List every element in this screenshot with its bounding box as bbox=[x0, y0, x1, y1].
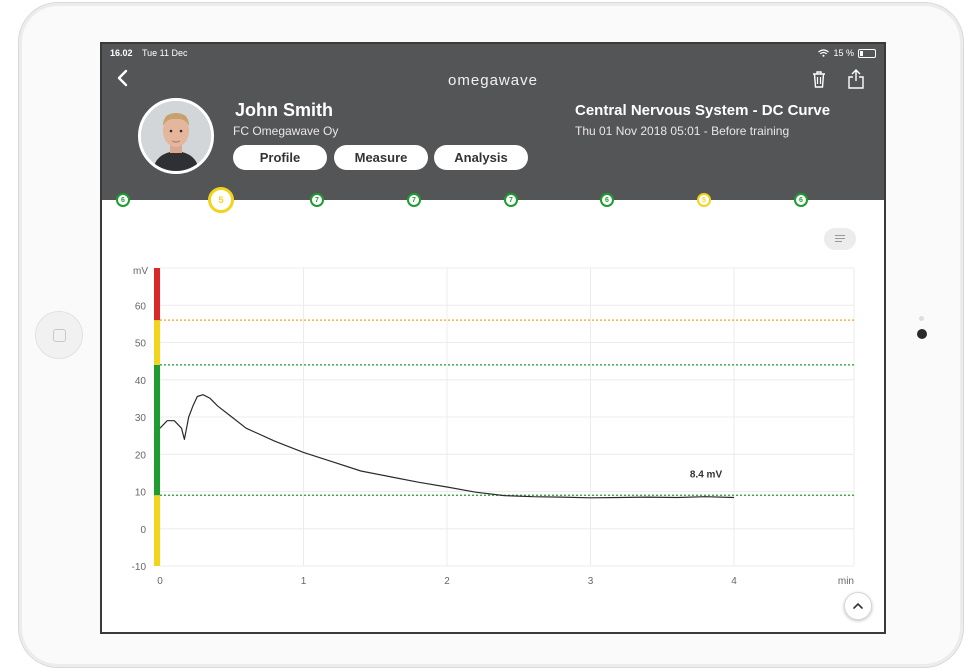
avatar bbox=[138, 98, 214, 174]
timeline-dot[interactable]: 7 bbox=[504, 193, 518, 207]
athlete-team: FC Omegawave Oy bbox=[233, 124, 339, 138]
y-tick-label: 10 bbox=[135, 488, 147, 499]
x-tick-label: 3 bbox=[588, 576, 594, 587]
home-button[interactable] bbox=[35, 311, 83, 359]
y-tick-label: 30 bbox=[135, 413, 147, 424]
share-icon[interactable] bbox=[845, 68, 867, 90]
panel-title: Central Nervous System - DC Curve bbox=[575, 102, 831, 119]
y-tick-label: 60 bbox=[135, 301, 147, 312]
value-annotation: 8.4 mV bbox=[690, 469, 723, 480]
x-tick-label: 1 bbox=[301, 576, 307, 587]
tab-analysis[interactable]: Analysis bbox=[434, 145, 528, 170]
timeline-dot[interactable]: 5 bbox=[697, 193, 711, 207]
tab-measure[interactable]: Measure bbox=[334, 145, 428, 170]
header: 16.02 Tue 11 Dec 15 % omegawave bbox=[102, 44, 884, 200]
status-right: 15 % bbox=[818, 48, 876, 58]
zone-bar-segment bbox=[154, 268, 160, 321]
y-axis-label: mV bbox=[133, 266, 148, 277]
y-tick-label: 20 bbox=[135, 450, 147, 461]
athlete-name: John Smith bbox=[235, 100, 333, 120]
timeline-dot[interactable]: 7 bbox=[407, 193, 421, 207]
menu-icon[interactable] bbox=[824, 228, 856, 250]
y-tick-label: 0 bbox=[140, 525, 146, 536]
x-tick-label: 0 bbox=[157, 576, 163, 587]
dc-curve-chart: -10 0 10 20 30 40 50 60 0 1 2 3 4 mV min 8.4 mV bbox=[132, 266, 855, 587]
x-tick-label: 4 bbox=[731, 576, 737, 587]
status-date: Tue 11 Dec bbox=[142, 48, 188, 58]
timeline-dot[interactable]: 6 bbox=[116, 193, 130, 207]
timeline-dot[interactable]: 7 bbox=[310, 193, 324, 207]
battery-icon bbox=[858, 48, 876, 58]
back-icon[interactable] bbox=[116, 68, 130, 88]
y-tick-label: 40 bbox=[135, 376, 147, 387]
chevron-up-icon[interactable] bbox=[844, 592, 872, 620]
sensor-dot bbox=[919, 316, 924, 321]
dc-curve-line bbox=[159, 394, 735, 499]
y-tick-label: -10 bbox=[132, 562, 147, 573]
x-tick-label: 2 bbox=[444, 576, 450, 587]
panel-subtitle: Thu 01 Nov 2018 05:01 - Before training bbox=[575, 124, 790, 138]
tab-profile[interactable]: Profile bbox=[233, 145, 327, 170]
x-axis-label: min bbox=[838, 576, 854, 587]
zone-bar-segment bbox=[154, 320, 160, 365]
app-screen: 16.02 Tue 11 Dec 15 % omegawave bbox=[100, 42, 886, 634]
app-logo: omegawave bbox=[448, 72, 538, 89]
y-tick-label: 50 bbox=[135, 339, 147, 350]
camera-dot bbox=[917, 329, 927, 339]
trash-icon[interactable] bbox=[808, 68, 830, 90]
wifi-icon bbox=[818, 49, 830, 57]
timeline: 6 5 7 7 7 6 5 6 bbox=[102, 187, 884, 213]
zone-bar-segment bbox=[154, 495, 160, 566]
zone-bar-segment bbox=[154, 364, 160, 496]
timeline-dot-selected[interactable]: 5 bbox=[208, 187, 234, 213]
athlete-photo bbox=[141, 101, 211, 171]
timeline-dot[interactable]: 6 bbox=[600, 193, 614, 207]
timeline-dot[interactable]: 6 bbox=[794, 193, 808, 207]
battery-percent: 15 % bbox=[833, 48, 854, 58]
status-time: 16.02 bbox=[110, 48, 133, 58]
